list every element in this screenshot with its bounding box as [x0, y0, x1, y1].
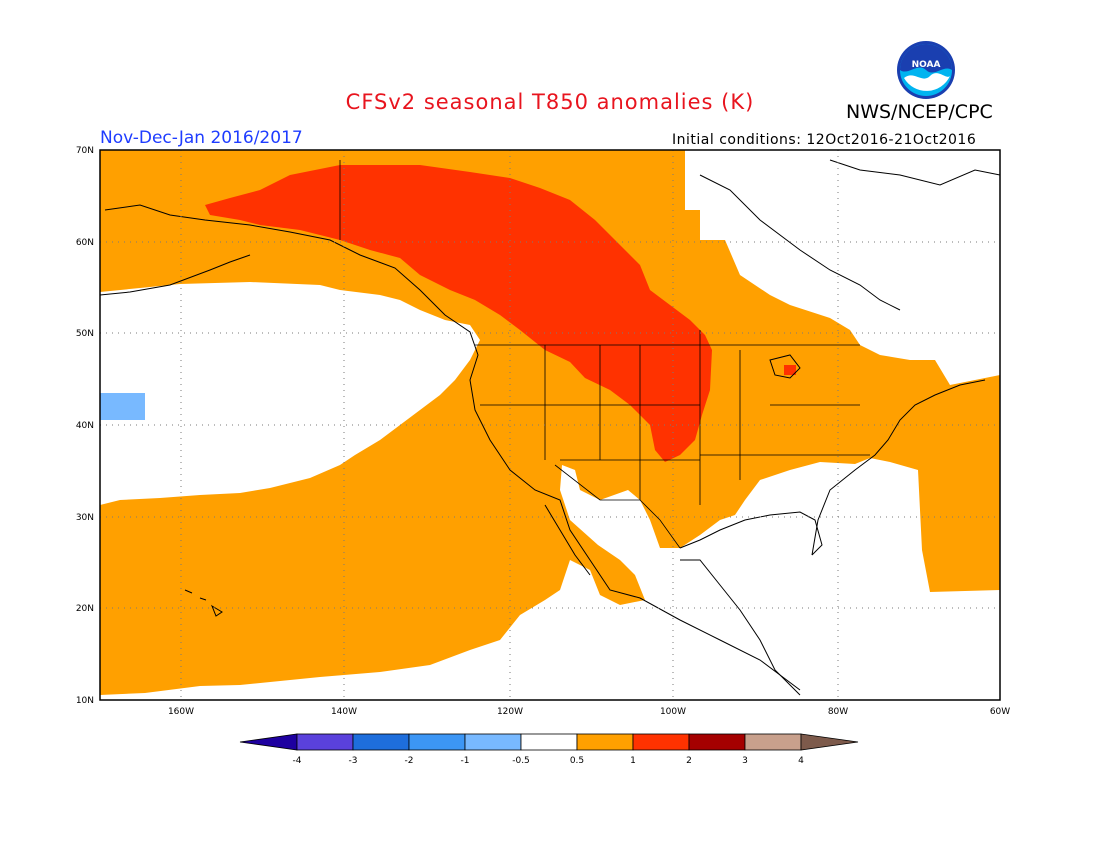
agency-label: NWS/NCEP/CPC	[846, 101, 993, 123]
colorbar-label: 3	[742, 756, 748, 766]
lat-label-60n: 60N	[76, 238, 94, 248]
chart-title: CFSv2 seasonal T850 anomalies (K)	[345, 90, 755, 114]
lon-label-160w: 160W	[168, 707, 194, 717]
colorbar-label: -3	[349, 756, 358, 766]
lon-label-120w: 120W	[497, 707, 523, 717]
colorbar-swatch-neg3-neg2	[352, 733, 410, 751]
graticule	[100, 150, 1000, 700]
anomaly-0.5-to-1-band	[100, 150, 1000, 695]
logo-text: NOAA	[912, 60, 941, 70]
lon-label-60w: 60W	[990, 707, 1010, 717]
anomaly-neg1-to-neg0.5-patch	[100, 393, 145, 420]
colorbar-swatch-2-3	[688, 733, 746, 751]
colorbar-swatch-gt-4	[800, 733, 859, 751]
colorbar-swatch-neg2-neg1	[408, 733, 466, 751]
colorbar-label: -0.5	[512, 756, 530, 766]
colorbar-swatch-0.5-1	[576, 733, 634, 751]
colorbar-label: 1	[630, 756, 636, 766]
colorbar-swatch-neg4-neg3	[296, 733, 354, 751]
lon-axis-labels: 160W 140W 120W 100W 80W 60W	[168, 707, 1010, 717]
lat-label-70n: 70N	[76, 146, 94, 156]
map-frame	[99, 149, 1001, 701]
lat-label-40n: 40N	[76, 421, 94, 431]
great-lakes-outline	[769, 354, 801, 379]
coastlines	[99, 159, 1001, 696]
political-boundaries	[339, 160, 870, 549]
colorbar-swatch-lt-neg4	[239, 733, 298, 751]
lon-label-140w: 140W	[331, 707, 357, 717]
lon-label-100w: 100W	[660, 707, 686, 717]
atlantic-coast	[811, 379, 986, 556]
initial-conditions: Initial conditions: 12Oct2016-21Oct2016	[672, 132, 977, 148]
lat-label-10n: 10N	[76, 696, 94, 706]
colorbar-label: 2	[686, 756, 692, 766]
colorbar-swatch-neg1-neg0.5	[464, 733, 522, 751]
colorbar-label: -4	[293, 756, 302, 766]
hudson-bay-coast	[699, 174, 901, 311]
gulf-coast	[679, 511, 823, 556]
aleutian-coast	[99, 254, 251, 296]
forecast-period: Nov-Dec-Jan 2016/2017	[100, 128, 303, 148]
colorbar-label: 4	[798, 756, 804, 766]
lon-label-80w: 80W	[828, 707, 848, 717]
colorbar-label: -2	[405, 756, 414, 766]
colorbar-label: 0.5	[570, 756, 584, 766]
noaa-logo: NOAA	[897, 41, 955, 99]
lat-label-50n: 50N	[76, 329, 94, 339]
color-bar: -4 -3 -2 -1 -0.5 0.5 1 2 3 4	[239, 733, 859, 766]
anomaly-1-to-2-core	[205, 165, 712, 462]
lat-label-30n: 30N	[76, 513, 94, 523]
arctic-islands	[829, 159, 1001, 186]
colorbar-label: -1	[461, 756, 470, 766]
central-america-coast	[680, 559, 801, 696]
colorbar-swatch-1-2	[632, 733, 690, 751]
lat-label-20n: 20N	[76, 604, 94, 614]
north-america-pacific-coast	[104, 204, 801, 691]
baja-coast	[544, 504, 591, 576]
lat-axis-labels: 70N 60N 50N 40N 30N 20N 10N	[76, 146, 94, 706]
colorbar-swatch-neutral	[520, 733, 578, 751]
hawaii-islands	[184, 589, 223, 617]
great-lakes-red-patch	[784, 365, 796, 375]
colorbar-swatch-3-4	[744, 733, 802, 751]
